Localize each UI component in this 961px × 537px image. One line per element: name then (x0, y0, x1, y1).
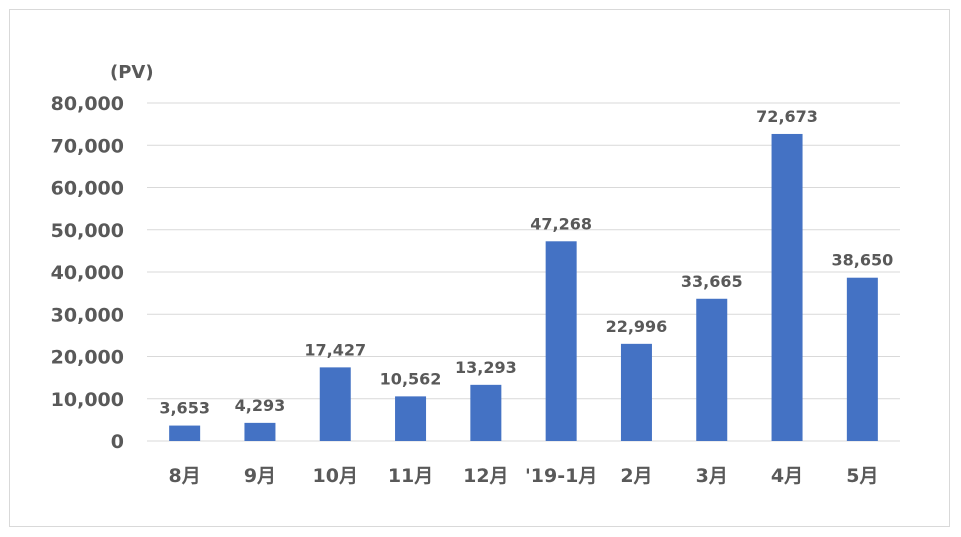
y-tick-label: 30,000 (51, 304, 124, 326)
bar-value-label: 3,653 (159, 399, 210, 418)
x-tick-label: 11月 (388, 465, 433, 487)
y-tick-label: 20,000 (51, 347, 124, 369)
x-tick-label: 2月 (620, 465, 652, 487)
x-axis-ticks: 8月 9月 10月 11月 12月 '19-1月 2月 3月 4月 5月 (169, 465, 879, 487)
y-tick-label: 80,000 (51, 93, 124, 115)
bars (169, 133, 878, 441)
x-tick-label: 3月 (696, 465, 728, 487)
bar (244, 422, 276, 441)
y-axis-ticks: 0 10,000 20,000 30,000 40,000 50,000 60,000 70,… (51, 93, 124, 453)
bar (319, 367, 351, 441)
y-tick-label: 0 (111, 431, 124, 453)
bar (696, 298, 728, 441)
x-tick-label: 9月 (244, 465, 276, 487)
bar-value-label: 13,293 (455, 358, 517, 377)
y-tick-label: 60,000 (51, 178, 124, 200)
y-tick-label: 70,000 (51, 135, 124, 157)
y-tick-label: 40,000 (51, 262, 124, 284)
y-tick-label: 50,000 (51, 220, 124, 242)
bar (620, 343, 652, 441)
bar (771, 133, 803, 441)
x-tick-label: 12月 (463, 465, 508, 487)
x-tick-label: '19-1月 (525, 465, 597, 487)
bar (395, 396, 427, 441)
bar-value-label: 38,650 (831, 251, 893, 270)
x-tick-label: 10月 (313, 465, 358, 487)
x-tick-label: 4月 (771, 465, 803, 487)
bar (470, 384, 502, 441)
bar-value-labels: 3,653 4,293 17,427 10,562 13,293 47,268 22,996… (159, 107, 893, 418)
x-tick-label: 8月 (169, 465, 201, 487)
y-tick-label: 10,000 (51, 389, 124, 411)
bar (169, 425, 201, 441)
bar (545, 241, 577, 441)
bar-value-label: 33,665 (681, 272, 743, 291)
bar-value-label: 22,996 (606, 317, 668, 336)
y-axis-unit-label: (PV) (110, 62, 154, 83)
bar-value-label: 17,427 (304, 340, 366, 359)
bar (846, 277, 878, 441)
bar-value-label: 10,562 (380, 369, 442, 388)
x-tick-label: 5月 (846, 465, 878, 487)
bar-value-label: 47,268 (530, 214, 592, 233)
bar-value-label: 72,673 (756, 107, 818, 126)
bar-value-label: 4,293 (235, 396, 286, 415)
